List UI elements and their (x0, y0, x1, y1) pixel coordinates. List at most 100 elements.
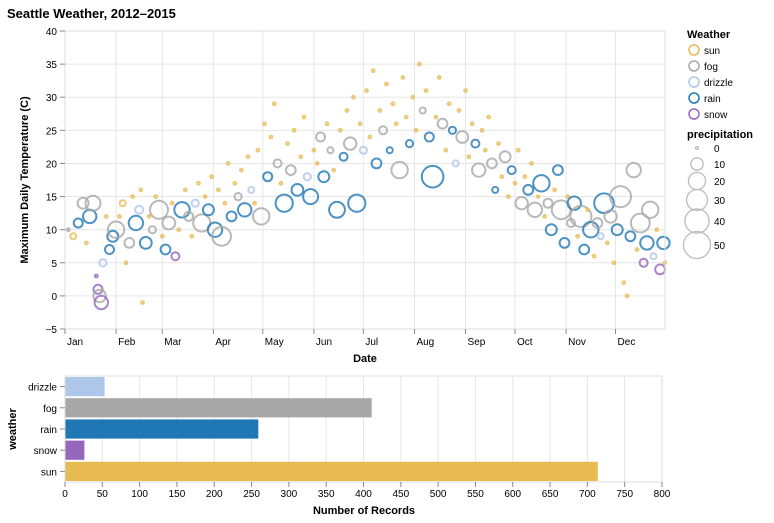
scatter-point (585, 207, 590, 213)
x-tick-label: Jul (365, 337, 378, 348)
scatter-point (542, 214, 548, 219)
y-tick-label: 15 (46, 193, 58, 204)
scatter-point (649, 252, 658, 261)
scatter-point (338, 151, 349, 162)
bar-marks (65, 377, 598, 481)
scatter-point (225, 161, 231, 166)
scatter-point (104, 244, 115, 255)
scatter-plot: Jan Feb Mar Apr May Jun Jul Aug Sep Oct Nov Dec −5 0… (19, 27, 671, 365)
scatter-point (596, 232, 605, 241)
scatter-point (370, 157, 383, 170)
scatter-point (93, 294, 110, 311)
bar-category-label: drizzle (28, 383, 57, 394)
size-legend-label: 10 (714, 160, 726, 171)
bar-category-label: rain (40, 425, 57, 436)
scatter-y-ticks: −5 0 5 10 15 20 25 30 35 40 (46, 27, 65, 336)
scatter-point (161, 215, 177, 231)
scatter-point (98, 258, 108, 268)
scatter-point (384, 81, 389, 87)
scatter-point (370, 68, 376, 74)
scatter-point (512, 180, 518, 186)
bar-x-tick-label: 400 (355, 489, 372, 500)
scatter-point (514, 196, 529, 211)
scatter-point (317, 170, 331, 184)
size-legend-label: 50 (714, 241, 726, 252)
scatter-point (337, 127, 343, 133)
scatter-point (604, 240, 610, 246)
scatter-point (466, 154, 472, 160)
bar-category-label: fog (43, 404, 57, 415)
scatter-point (591, 253, 597, 259)
scatter-point (159, 243, 172, 256)
legend-label: drizzle (704, 78, 733, 89)
scatter-point (76, 196, 90, 210)
scatter-point (470, 138, 481, 149)
scatter-point (456, 108, 462, 113)
bar-category-label: sun (41, 467, 57, 478)
scatter-point (311, 147, 317, 153)
scatter-point (326, 146, 335, 155)
scatter-point (423, 131, 435, 143)
scatter-point (130, 194, 136, 200)
scatter-point (201, 203, 215, 217)
scatter-point (367, 134, 373, 140)
scatter-point (578, 243, 591, 256)
scatter-point (117, 214, 122, 219)
scatter-point (190, 198, 200, 208)
scatter-point (404, 139, 415, 149)
weather-legend-items: sun fog drizzle rain snow (688, 44, 733, 121)
bar-snow (65, 440, 85, 460)
y-tick-label: 10 (46, 226, 58, 237)
bar-category-label: snow (34, 446, 58, 457)
size-legend-label: 40 (714, 217, 726, 228)
scatter-point (252, 200, 258, 206)
x-tick-label: Jun (316, 337, 332, 348)
bar-x-tick-label: 200 (206, 489, 223, 500)
scatter-point (138, 187, 144, 193)
scatter-point (558, 237, 571, 249)
scatter-point (515, 147, 521, 153)
scatter-point (423, 88, 429, 93)
scatter-point (377, 108, 383, 113)
bar-fog (65, 398, 372, 418)
scatter-point (624, 293, 630, 299)
scatter-point (529, 161, 534, 166)
legend-symbol (688, 60, 700, 72)
scatter-point (222, 200, 228, 206)
scatter-point (69, 232, 78, 241)
bar-x-tick-label: 450 (392, 489, 409, 500)
scatter-point (183, 210, 195, 222)
scatter-point (347, 193, 367, 213)
scatter-point (252, 207, 271, 226)
scatter-point (211, 225, 233, 247)
scatter-point (284, 164, 297, 177)
scatter-point (123, 260, 129, 266)
bar-x-tick-label: 0 (62, 489, 68, 500)
scatter-point (262, 121, 267, 127)
scatter-point (566, 195, 582, 211)
scatter-points (65, 61, 671, 311)
scatter-point (552, 164, 564, 177)
scatter-point (378, 125, 389, 136)
scatter-point (93, 273, 99, 279)
size-legend-symbol (685, 188, 709, 212)
y-tick-label: 5 (51, 259, 57, 270)
scatter-point (159, 233, 165, 239)
bar-x-tick-label: 700 (579, 489, 596, 500)
scatter-point (498, 150, 512, 164)
scatter-x-ticks: Jan Feb Mar Apr May Jun Jul Aug Sep Oct Nov Dec (64, 329, 636, 348)
scatter-point (182, 187, 188, 193)
scatter-point (486, 157, 498, 170)
x-tick-label: Dec (618, 337, 636, 348)
scatter-point (298, 154, 304, 160)
scatter-point (237, 202, 253, 218)
scatter-point (482, 147, 488, 153)
scatter-point (451, 159, 460, 168)
bar-x-tick-label: 50 (97, 489, 109, 500)
bar-x-tick-label: 250 (243, 489, 260, 500)
size-legend-symbol (694, 145, 700, 151)
scatter-point (654, 227, 660, 233)
scatter-point (170, 251, 181, 262)
scatter-point (390, 160, 409, 180)
